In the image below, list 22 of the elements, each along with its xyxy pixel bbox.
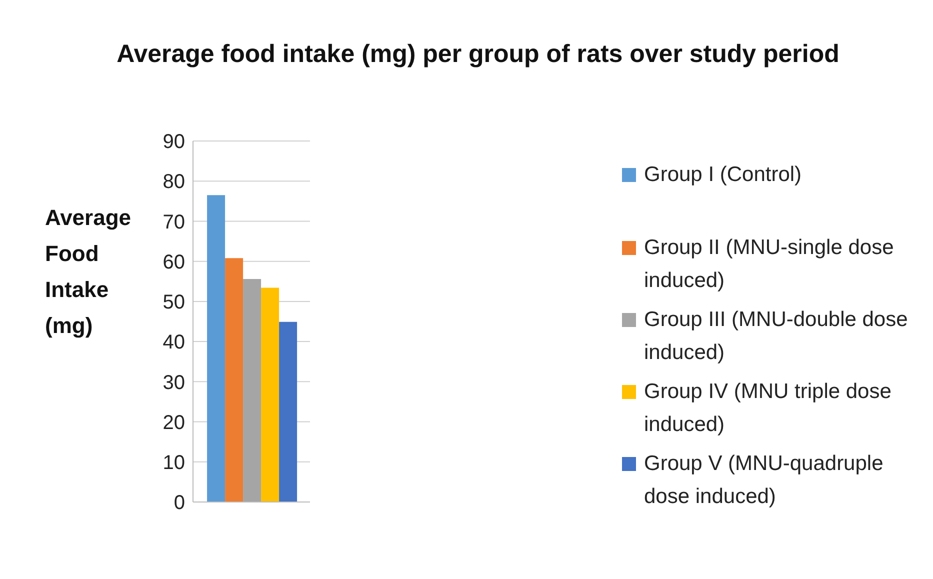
legend-label: Group I (Control): [644, 162, 803, 188]
y-tick-label: 70: [162, 211, 185, 234]
y-tick-label: 20: [162, 412, 185, 434]
y-tick-label: 10: [162, 452, 185, 474]
y-tick-label: 60: [162, 251, 185, 274]
y-axis-title: Average Food Intake (mg): [45, 204, 132, 340]
y-tick-label: 80: [162, 171, 185, 194]
y-tick-label: 40: [162, 332, 185, 354]
legend-label: Group V (MNU-quadruple dose induced): [644, 451, 884, 510]
bar: [225, 258, 244, 502]
y-tick-label: 90: [162, 131, 185, 154]
y-tick-label: 50: [162, 292, 185, 314]
legend-label: Group IV (MNU triple dose induced): [644, 379, 892, 438]
bar: [261, 288, 280, 502]
bar: [279, 322, 298, 502]
legend-label: Group II (MNU-single dose induced): [644, 235, 895, 294]
text: Average food intake (mg) per group of rats over study period: [116, 39, 840, 70]
y-tick-label: 0: [174, 492, 185, 514]
bar: [243, 278, 262, 502]
bar: [207, 195, 226, 502]
y-tick-label: 30: [162, 372, 185, 394]
legend-label: Group III (MNU-double dose induced): [644, 307, 909, 366]
